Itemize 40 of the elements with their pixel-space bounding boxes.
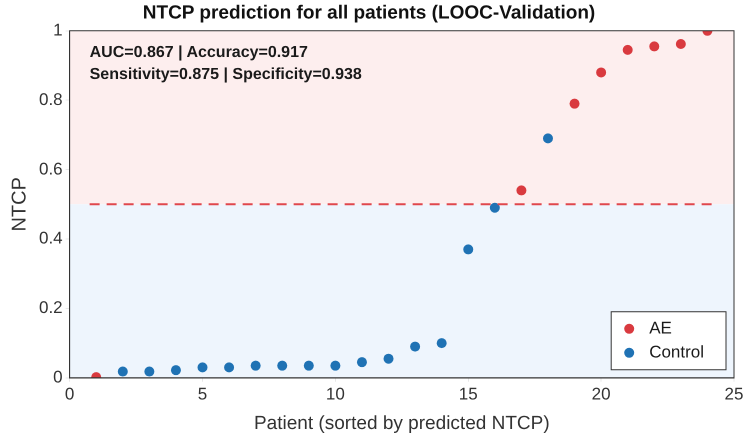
point bbox=[356, 357, 367, 368]
point bbox=[649, 41, 660, 52]
x-tick-label: 25 bbox=[724, 384, 744, 404]
point bbox=[463, 244, 474, 254]
y-tick-label: 0.6 bbox=[38, 159, 63, 178]
point bbox=[277, 360, 288, 371]
y-tick-label: 0.4 bbox=[38, 228, 63, 248]
y-tick-label: 0.8 bbox=[38, 90, 63, 109]
point bbox=[410, 342, 420, 352]
y-tick-label: 1 bbox=[53, 20, 63, 40]
x-tick-label: 5 bbox=[198, 384, 208, 404]
point bbox=[570, 98, 580, 109]
point bbox=[436, 338, 447, 348]
point bbox=[542, 133, 553, 144]
point bbox=[250, 360, 261, 371]
y-tick-label: 0 bbox=[53, 367, 63, 386]
y-tick-label: 0.2 bbox=[38, 298, 63, 318]
point bbox=[170, 365, 181, 376]
point bbox=[144, 366, 154, 377]
point bbox=[596, 67, 606, 78]
point bbox=[622, 44, 633, 55]
point bbox=[224, 362, 234, 372]
point bbox=[330, 360, 340, 371]
point bbox=[676, 38, 686, 49]
point bbox=[304, 360, 314, 371]
point bbox=[516, 185, 526, 196]
x-tick-label: 20 bbox=[592, 384, 611, 404]
annotation: Sensitivity=0.875 | Specificity=0.938 bbox=[90, 66, 362, 84]
point bbox=[490, 202, 500, 213]
point bbox=[198, 362, 208, 372]
annotation: AUC=0.867 | Accuracy=0.917 bbox=[90, 44, 308, 62]
x-tick-label: 15 bbox=[458, 384, 478, 404]
point bbox=[118, 366, 128, 377]
x-axis-title: Patient (sorted by predicted NTCP) bbox=[254, 412, 550, 434]
point bbox=[384, 354, 394, 364]
legend-label: AE bbox=[649, 318, 672, 338]
chart-title: NTCP prediction for all patients (LOOC-Validation) bbox=[142, 2, 596, 24]
y-axis-title: NTCP bbox=[8, 177, 31, 232]
legend-label: Control bbox=[649, 342, 704, 362]
x-tick-label: 10 bbox=[326, 384, 345, 404]
